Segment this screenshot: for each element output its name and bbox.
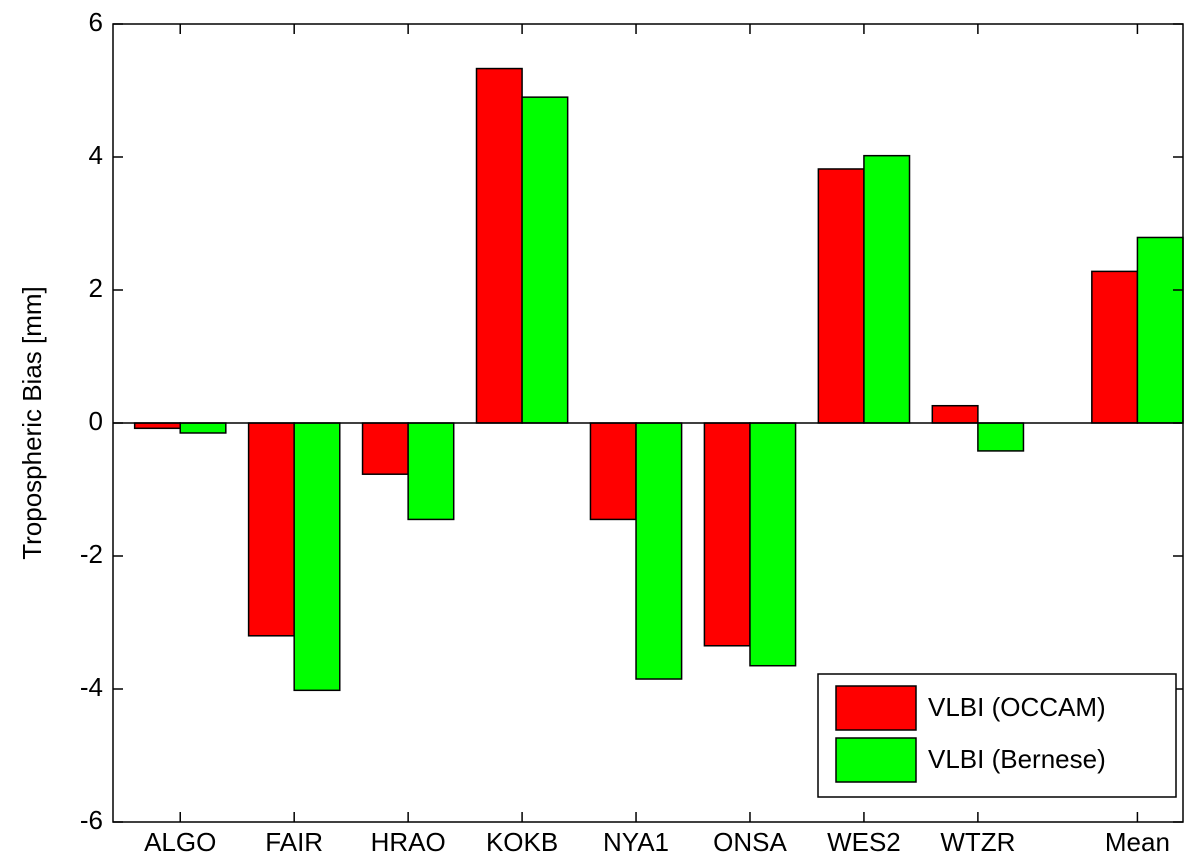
x-tick-label: HRAO	[371, 827, 446, 857]
bar	[817, 168, 865, 424]
bar	[1091, 270, 1139, 424]
bar	[931, 404, 979, 424]
bar	[179, 422, 227, 434]
bar	[1136, 236, 1184, 424]
x-tick-label: WES2	[827, 827, 901, 857]
x-tick-label: ALGO	[144, 827, 216, 857]
legend-swatch	[835, 737, 917, 783]
x-tick-label: Mean	[1105, 827, 1170, 857]
legend-swatch	[835, 685, 917, 731]
bar	[521, 96, 569, 424]
y-tick-label: 6	[89, 7, 103, 37]
x-tick-label: NYA1	[603, 827, 669, 857]
x-tick-label: ONSA	[713, 827, 787, 857]
y-tick-label: 0	[89, 406, 103, 436]
bar	[247, 422, 295, 637]
bar	[361, 422, 409, 475]
bar	[133, 422, 181, 430]
y-axis-label: Tropospheric Bias [mm]	[17, 286, 47, 560]
bar	[407, 422, 455, 521]
bar	[589, 422, 637, 521]
x-tick-label: FAIR	[265, 827, 323, 857]
y-tick-label: -2	[80, 539, 103, 569]
bar	[863, 154, 911, 424]
y-tick-label: 2	[89, 273, 103, 303]
legend-label: VLBI (Bernese)	[928, 744, 1106, 774]
bar	[977, 422, 1025, 452]
x-tick-label: WTZR	[940, 827, 1015, 857]
bar	[635, 422, 683, 680]
x-tick-label: KOKB	[486, 827, 558, 857]
legend-label: VLBI (OCCAM)	[928, 692, 1106, 722]
bar	[749, 422, 797, 667]
y-tick-label: -6	[80, 805, 103, 835]
bar	[703, 422, 751, 647]
bar	[475, 67, 523, 424]
y-tick-label: 4	[89, 140, 103, 170]
bar	[293, 422, 341, 692]
y-tick-label: -4	[80, 672, 103, 702]
